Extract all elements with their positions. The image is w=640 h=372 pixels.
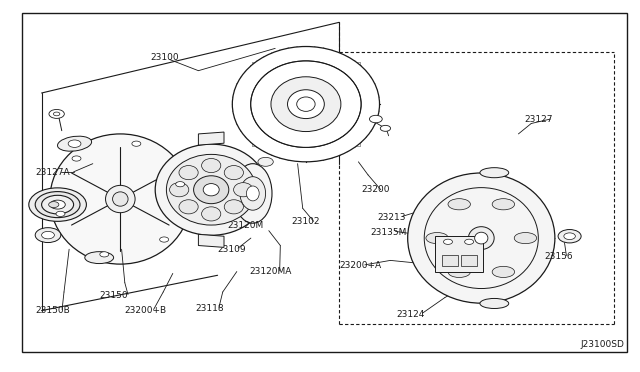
Ellipse shape <box>166 154 256 225</box>
Circle shape <box>54 112 60 116</box>
Circle shape <box>49 109 64 118</box>
Ellipse shape <box>156 144 268 235</box>
Ellipse shape <box>480 298 509 308</box>
Ellipse shape <box>204 184 219 196</box>
Ellipse shape <box>194 176 229 204</box>
Circle shape <box>558 230 581 243</box>
Circle shape <box>258 157 273 166</box>
Ellipse shape <box>246 186 259 201</box>
Text: 23124: 23124 <box>397 310 425 319</box>
Circle shape <box>50 200 65 209</box>
Text: 23118: 23118 <box>195 304 224 313</box>
Ellipse shape <box>426 232 448 244</box>
Text: 23150B: 23150B <box>35 306 70 315</box>
Ellipse shape <box>232 46 380 162</box>
Ellipse shape <box>234 164 272 223</box>
Bar <box>442 255 458 266</box>
Ellipse shape <box>202 158 221 173</box>
Ellipse shape <box>240 177 266 210</box>
Text: 23102: 23102 <box>291 217 320 226</box>
Circle shape <box>369 115 382 123</box>
Ellipse shape <box>58 136 92 151</box>
Text: 23100: 23100 <box>150 53 179 62</box>
Bar <box>461 255 477 266</box>
Circle shape <box>42 231 54 239</box>
Ellipse shape <box>106 185 135 213</box>
Ellipse shape <box>271 77 341 132</box>
Ellipse shape <box>468 227 494 250</box>
Text: 23109: 23109 <box>218 245 246 254</box>
Text: 23156: 23156 <box>544 252 573 261</box>
Ellipse shape <box>179 166 198 180</box>
Ellipse shape <box>202 207 221 221</box>
Circle shape <box>29 188 86 221</box>
Ellipse shape <box>448 266 470 278</box>
Ellipse shape <box>480 168 509 178</box>
Ellipse shape <box>297 97 315 111</box>
Text: 23200+B: 23200+B <box>125 306 167 315</box>
Ellipse shape <box>408 173 555 303</box>
Text: 23127: 23127 <box>525 115 554 124</box>
Ellipse shape <box>252 61 360 147</box>
Circle shape <box>380 125 390 131</box>
Bar <box>435 236 483 272</box>
Text: 23200+A: 23200+A <box>339 262 381 270</box>
Text: 23200: 23200 <box>362 185 390 194</box>
Ellipse shape <box>179 200 198 214</box>
Ellipse shape <box>224 200 243 214</box>
Circle shape <box>465 239 474 244</box>
Ellipse shape <box>234 183 253 197</box>
Circle shape <box>176 182 185 187</box>
Circle shape <box>42 195 74 214</box>
Ellipse shape <box>492 266 515 278</box>
Text: J23100SD: J23100SD <box>580 340 624 349</box>
Ellipse shape <box>170 183 189 197</box>
Ellipse shape <box>514 232 536 244</box>
Circle shape <box>68 140 81 147</box>
Text: 23135M: 23135M <box>370 228 406 237</box>
Ellipse shape <box>224 166 243 180</box>
Circle shape <box>132 141 141 146</box>
Circle shape <box>49 202 59 208</box>
Circle shape <box>35 228 61 243</box>
Circle shape <box>564 233 575 240</box>
Text: 23213: 23213 <box>378 213 406 222</box>
Circle shape <box>35 192 80 218</box>
Circle shape <box>100 252 109 257</box>
Circle shape <box>56 211 65 217</box>
Ellipse shape <box>475 232 488 244</box>
Ellipse shape <box>492 199 515 210</box>
Ellipse shape <box>85 251 114 263</box>
Circle shape <box>159 237 168 242</box>
Ellipse shape <box>448 199 470 210</box>
Polygon shape <box>198 234 224 247</box>
Ellipse shape <box>50 134 191 264</box>
Circle shape <box>444 239 452 244</box>
Circle shape <box>72 156 81 161</box>
Text: 23127A: 23127A <box>35 169 70 177</box>
Polygon shape <box>198 132 224 145</box>
Ellipse shape <box>113 192 128 206</box>
Text: 23120M: 23120M <box>227 221 264 230</box>
Text: 23150: 23150 <box>99 291 128 300</box>
Ellipse shape <box>251 61 361 147</box>
Ellipse shape <box>287 90 324 119</box>
Text: 23120MA: 23120MA <box>250 267 292 276</box>
